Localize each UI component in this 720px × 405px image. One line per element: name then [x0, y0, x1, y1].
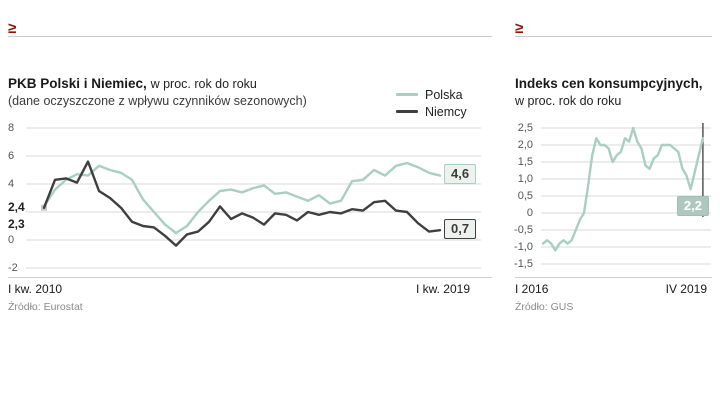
x-axis-line-right [515, 277, 712, 278]
brand-logo-left: ≥ [8, 20, 17, 37]
gdp-x-end-label: I kw. 2019 [415, 282, 470, 296]
end-value-badge-niemcy: 0,7 [444, 219, 477, 239]
gdp-x-start-label: I kw. 2010 [8, 282, 63, 296]
y-axis-tick: -1,0 [514, 241, 533, 253]
gdp-y-axis: 8 6 4 0 -2 [8, 120, 24, 277]
top-rule-left [8, 36, 492, 37]
series-line-indeks-cen-konsumpcyjnych [541, 126, 705, 252]
legend-item-polska: Polska [396, 86, 467, 103]
gdp-source: Źródło: Eurostat [8, 301, 83, 313]
start-value-polska: 2,4 [8, 200, 25, 214]
legend-label-polska: Polska [425, 87, 463, 102]
gdp-chart-plot: 8 6 4 0 -2 2,4 2,3 4,6 0,7 [8, 120, 492, 280]
y-axis-tick: -0,5 [514, 224, 533, 236]
end-value-badge-cpi: 2,2 [676, 196, 709, 216]
y-axis-tick: -2 [8, 262, 18, 274]
legend-label-niemcy: Niemcy [425, 104, 467, 119]
gdp-title-rest: w proc. rok do roku [150, 77, 257, 91]
brand-logo-right: ≥ [515, 20, 524, 37]
y-axis-tick: 1,5 [517, 156, 533, 168]
gdp-chart-canvas [26, 127, 481, 269]
y-axis-tick: 4 [8, 178, 15, 190]
cpi-source: Źródło: GUS [515, 301, 574, 313]
legend: Polska Niemcy [396, 86, 467, 120]
y-axis-tick: 2,0 [517, 139, 533, 151]
cpi-chart-plot: 2,5 2,0 1,5 1,0 0,5 0 -0,5 -1,0 -1,5 2,2 [514, 120, 712, 280]
cpi-x-end-label: IV 2019 [665, 282, 707, 296]
cpi-title-bold: Indeks cen konsumpcyjnych, [515, 76, 703, 91]
polska-line-swatch [396, 93, 418, 96]
cpi-chart-subtitle: w proc. rok do roku [515, 94, 622, 108]
y-axis-tick: 1,0 [517, 173, 533, 185]
series-line-niemcy [42, 160, 442, 247]
gdp-title-bold: PKB Polski i Niemiec, [8, 76, 147, 91]
cpi-y-axis: 2,5 2,0 1,5 1,0 0,5 0 -0,5 -1,0 -1,5 [514, 120, 533, 277]
y-axis-tick: -1,5 [514, 258, 533, 270]
y-axis-tick: 0,5 [517, 190, 533, 202]
top-rule-right [515, 36, 712, 37]
x-axis-line-left [8, 277, 492, 278]
cpi-x-start-label: I 2016 [515, 282, 549, 296]
y-axis-tick: 8 [8, 122, 15, 134]
y-axis-tick: 0 [526, 207, 533, 219]
start-value-niemcy: 2,3 [8, 217, 25, 231]
y-axis-tick: 0 [8, 234, 15, 246]
series-line-polska [42, 161, 442, 235]
y-axis-tick: 2,5 [517, 122, 533, 134]
legend-item-niemcy: Niemcy [396, 103, 467, 120]
gdp-chart-subtitle: (dane oczyszczone z wpływu czynników sez… [8, 94, 307, 108]
cpi-chart-title: Indeks cen konsumpcyjnych, [515, 76, 703, 91]
gdp-chart-title: PKB Polski i Niemiec, w proc. rok do rok… [8, 76, 257, 91]
end-value-badge-polska: 4,6 [444, 164, 477, 184]
niemcy-line-swatch [396, 110, 418, 113]
y-axis-tick: 6 [8, 150, 15, 162]
